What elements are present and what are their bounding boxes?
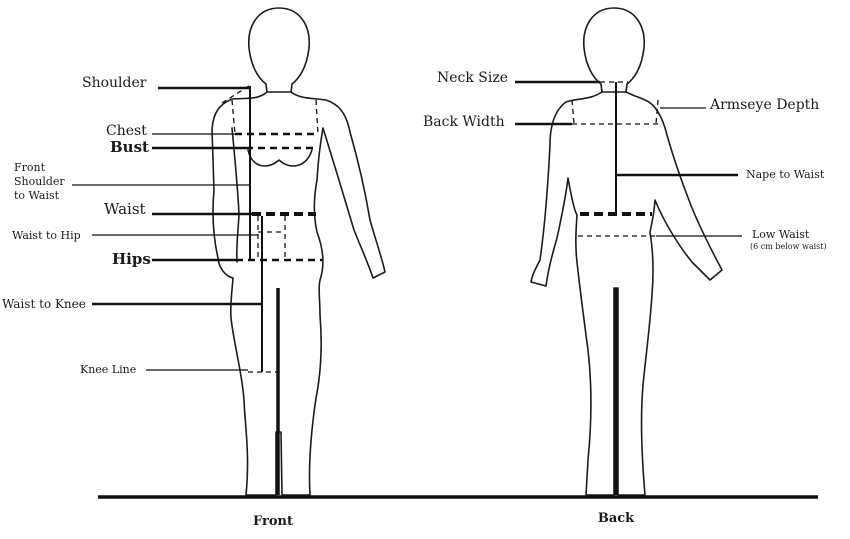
- label-knee-line: Knee Line: [80, 363, 136, 376]
- back-armhole-left: [571, 99, 575, 125]
- label-front-shoulder-line1: Front: [14, 161, 46, 174]
- back-armhole-right: [655, 99, 659, 125]
- front-armhole-right: [315, 99, 319, 135]
- front-body-outline: [211, 91, 386, 496]
- caption-front: Front: [253, 514, 293, 529]
- label-waist-to-hip: Waist to Hip: [12, 229, 81, 242]
- label-armseye-depth: Armseye Depth: [709, 97, 819, 113]
- front-head-outline: [248, 7, 310, 93]
- label-waist-to-knee: Waist to Knee: [2, 297, 86, 311]
- front-figure: [72, 7, 386, 496]
- label-shoulder: Shoulder: [82, 75, 147, 91]
- label-nape-to-waist: Nape to Waist: [746, 168, 825, 181]
- label-hips: Hips: [112, 250, 151, 268]
- label-low-waist: Low Waist: [752, 228, 810, 241]
- label-neck-size: Neck Size: [437, 70, 508, 86]
- label-front-shoulder-line2: Shoulder: [14, 175, 65, 188]
- back-head-outline: [583, 7, 645, 93]
- front-labels: Shoulder Chest Bust Front Shoulder to Wa…: [2, 75, 293, 529]
- label-back-width: Back Width: [423, 114, 505, 130]
- label-waist: Waist: [104, 200, 146, 218]
- label-front-shoulder-line3: to Waist: [14, 189, 60, 202]
- back-body-outline: [530, 91, 723, 496]
- caption-back: Back: [598, 511, 635, 526]
- label-chest: Chest: [106, 123, 147, 139]
- front-armhole-left: [231, 99, 236, 135]
- front-bust-curve: [247, 149, 313, 167]
- back-figure: [515, 7, 742, 496]
- back-labels: Neck Size Back Width Armseye Depth Nape …: [423, 70, 827, 526]
- label-bust: Bust: [110, 138, 149, 156]
- label-low-waist-note: (6 cm below waist): [750, 242, 827, 251]
